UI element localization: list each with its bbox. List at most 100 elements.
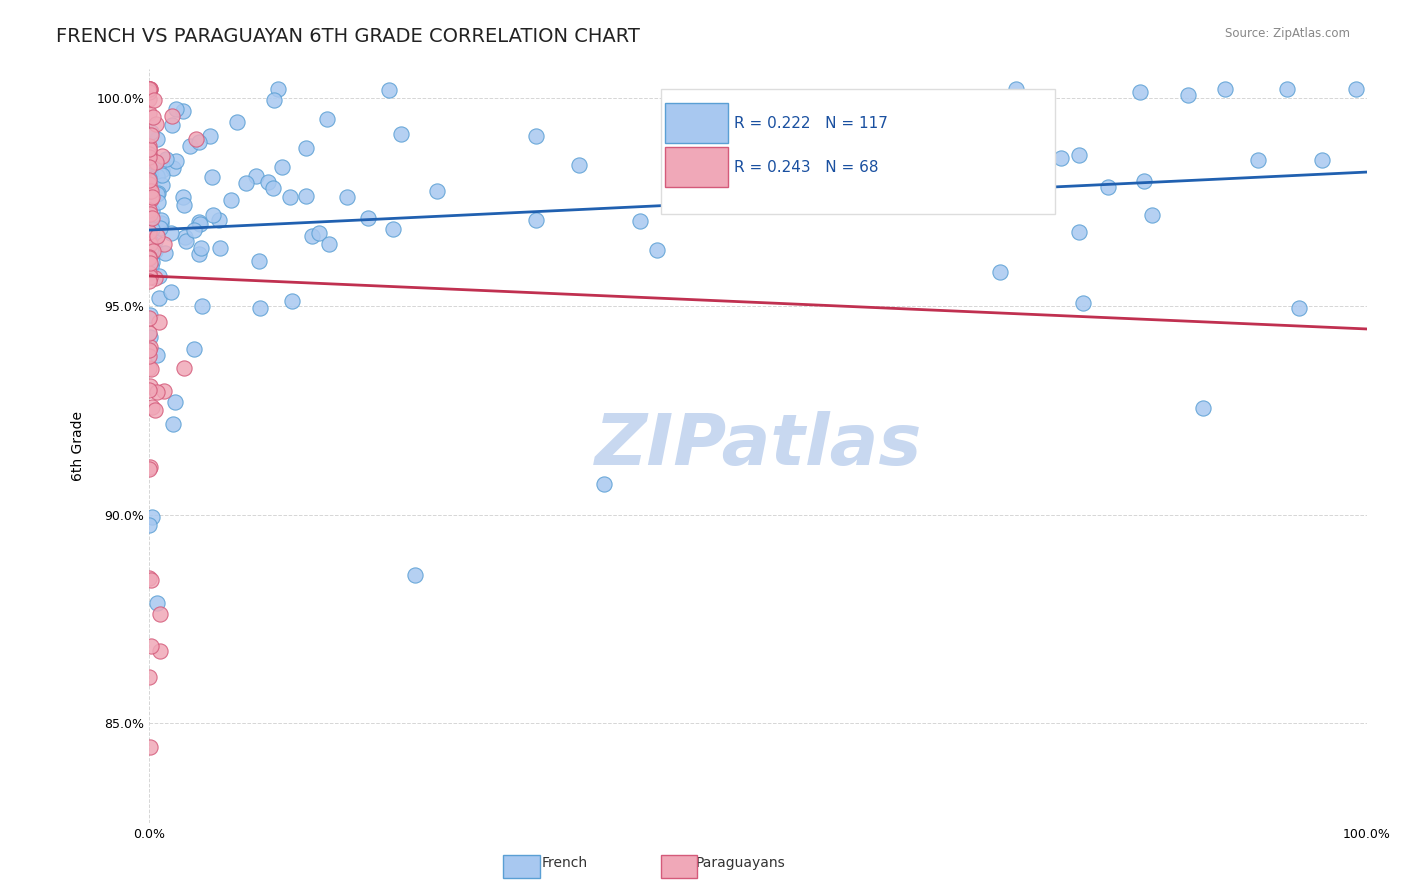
Point: [165, 154, 187, 169]
Point: [382, 221, 405, 235]
Point: [138, 142, 160, 156]
Point: [138, 225, 160, 239]
Point: [524, 212, 547, 227]
Point: [201, 169, 224, 184]
Point: [201, 208, 224, 222]
Point: [141, 211, 163, 225]
Point: [139, 639, 162, 653]
Point: [141, 184, 163, 198]
Text: R = 0.243   N = 68: R = 0.243 N = 68: [734, 161, 879, 175]
Point: [139, 255, 162, 269]
Point: [138, 92, 160, 106]
Point: [219, 193, 242, 207]
Point: [143, 270, 166, 285]
Point: [630, 214, 652, 228]
Point: [1071, 296, 1094, 310]
Point: [1288, 301, 1310, 315]
Point: [138, 343, 160, 358]
Point: [143, 244, 166, 258]
Point: [200, 128, 222, 143]
Point: [138, 235, 160, 249]
Point: [249, 301, 271, 316]
Point: [150, 213, 173, 227]
Point: [183, 223, 205, 237]
Point: [145, 347, 167, 361]
Point: [138, 170, 160, 185]
Point: [245, 169, 267, 183]
Point: [139, 167, 162, 181]
Point: [301, 228, 323, 243]
Point: [149, 644, 172, 658]
Point: [336, 190, 359, 204]
Point: [645, 243, 668, 257]
Text: FRENCH VS PARAGUAYAN 6TH GRADE CORRELATION CHART: FRENCH VS PARAGUAYAN 6TH GRADE CORRELATI…: [56, 27, 640, 45]
Point: [1310, 153, 1333, 167]
Point: [138, 571, 160, 585]
Point: [389, 127, 412, 141]
Point: [172, 190, 194, 204]
Point: [145, 169, 167, 183]
Point: [187, 247, 209, 261]
Point: [173, 230, 195, 244]
Point: [139, 207, 162, 221]
Point: [1005, 82, 1028, 96]
Point: [139, 193, 162, 207]
Point: [149, 607, 172, 622]
Point: [988, 265, 1011, 279]
Point: [278, 190, 301, 204]
Point: [138, 270, 160, 285]
Point: [159, 226, 181, 240]
Point: [160, 118, 183, 132]
Point: [145, 155, 167, 169]
Point: [146, 385, 169, 400]
Point: [139, 260, 162, 274]
Point: [148, 195, 170, 210]
Point: [138, 212, 160, 227]
Point: [568, 157, 591, 171]
Point: [138, 383, 160, 397]
Point: [1129, 85, 1152, 99]
Point: [148, 292, 170, 306]
Point: [138, 459, 160, 474]
Point: [150, 168, 173, 182]
Point: [927, 162, 949, 177]
Point: [141, 509, 163, 524]
Point: [141, 190, 163, 204]
Point: [162, 417, 184, 431]
Point: [160, 109, 183, 123]
Point: [139, 237, 162, 252]
Text: ZIPatlas: ZIPatlas: [595, 411, 922, 481]
Point: [149, 216, 172, 230]
Point: [166, 102, 188, 116]
Point: [146, 228, 169, 243]
Point: [141, 222, 163, 236]
Point: [138, 82, 160, 96]
Point: [1067, 225, 1090, 239]
Point: [281, 294, 304, 309]
Point: [138, 178, 160, 192]
Point: [138, 518, 160, 533]
Point: [141, 125, 163, 139]
Point: [139, 159, 162, 173]
Point: [1132, 173, 1154, 187]
Point: [148, 315, 170, 329]
Point: [188, 215, 211, 229]
Point: [138, 139, 160, 153]
Point: [138, 173, 160, 187]
Point: [146, 186, 169, 200]
Point: [294, 189, 316, 203]
Point: [139, 82, 162, 96]
Point: [318, 236, 340, 251]
Point: [141, 400, 163, 414]
Point: [141, 361, 163, 376]
Point: [138, 194, 160, 209]
Point: [593, 477, 616, 491]
Point: [145, 131, 167, 145]
Point: [141, 204, 163, 219]
Point: [148, 269, 170, 284]
Point: [139, 574, 162, 588]
Point: [357, 211, 380, 225]
Point: [138, 143, 160, 157]
Point: [404, 568, 426, 582]
Point: [1049, 151, 1071, 165]
